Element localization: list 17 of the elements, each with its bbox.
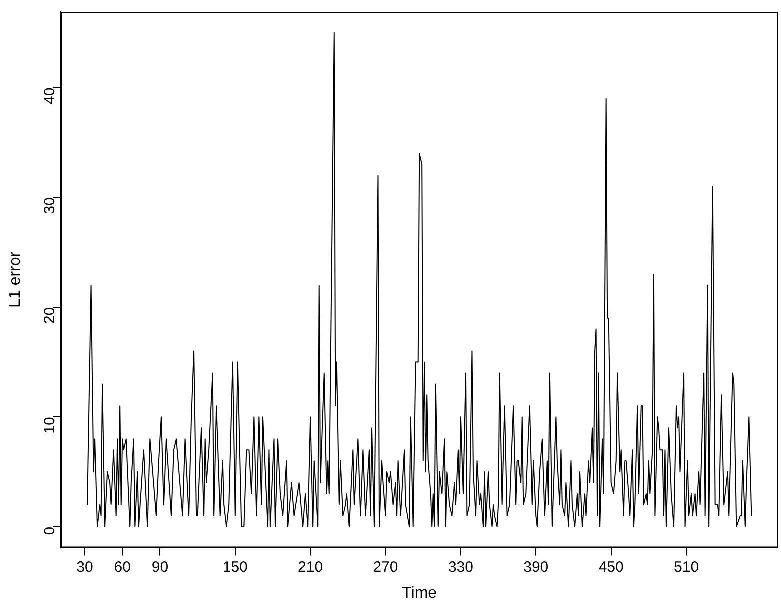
x-tick-label: 330 — [448, 558, 474, 576]
y-tick-label: 20 — [41, 307, 58, 324]
x-tick-label: 450 — [598, 558, 624, 576]
x-tick-label: 210 — [298, 558, 324, 576]
y-tick-label: 40 — [41, 88, 58, 104]
y-tick-label: 0 — [41, 526, 58, 536]
x-axis-title: Time — [402, 584, 438, 602]
x-tick-label: 150 — [222, 558, 248, 576]
x-tick-label: 30 — [76, 558, 94, 576]
x-tick-label: 510 — [674, 558, 700, 576]
x-tick-label: 270 — [373, 558, 398, 576]
x-tick-label: 90 — [152, 558, 169, 576]
y-tick-label: 10 — [41, 417, 58, 434]
x-tick-label: 60 — [114, 558, 131, 576]
x-tick-label: 390 — [524, 558, 549, 576]
y-axis-title: L1 error — [7, 251, 24, 308]
y-tick-label: 30 — [41, 198, 58, 214]
